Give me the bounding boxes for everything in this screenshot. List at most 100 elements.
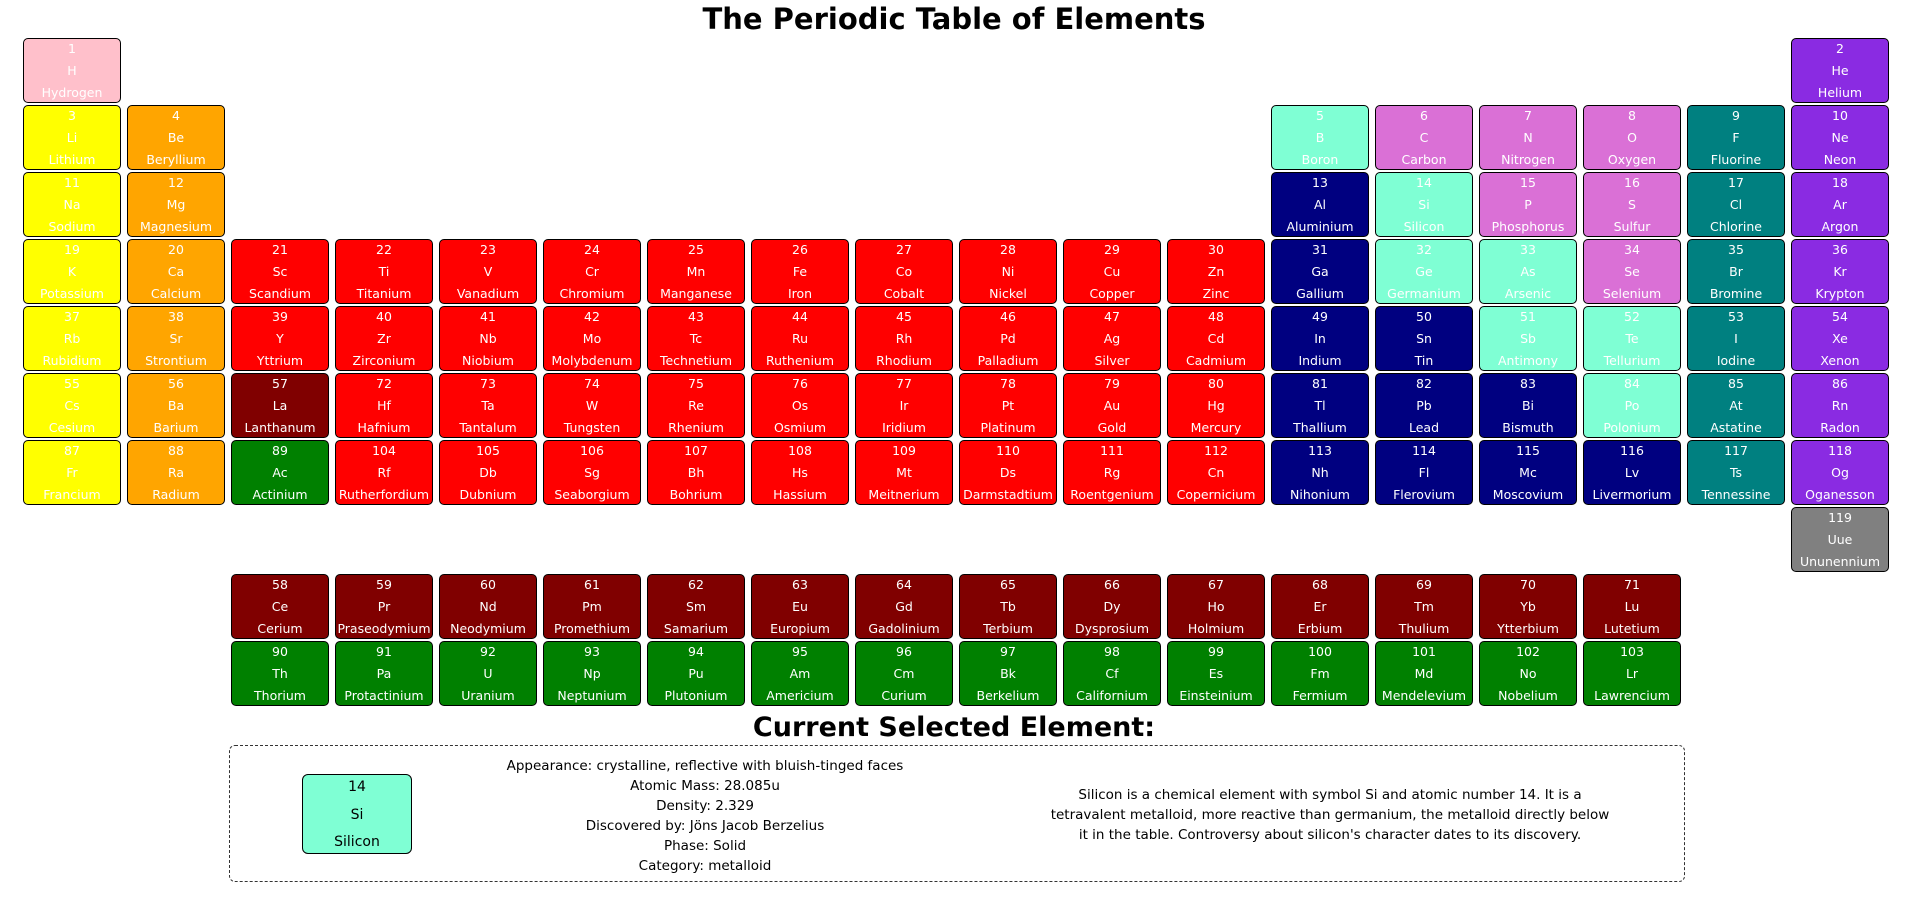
element-tile-tungsten[interactable]: 74 W Tungsten: [543, 373, 641, 438]
element-tile-gold[interactable]: 79 Au Gold: [1063, 373, 1161, 438]
element-tile-mercury[interactable]: 80 Hg Mercury: [1167, 373, 1265, 438]
element-tile-carbon[interactable]: 6 C Carbon: [1375, 105, 1473, 170]
element-tile-iodine[interactable]: 53 I Iodine: [1687, 306, 1785, 371]
element-tile-bohrium[interactable]: 107 Bh Bohrium: [647, 440, 745, 505]
element-tile-darmstadtium[interactable]: 110 Ds Darmstadtium: [959, 440, 1057, 505]
element-tile-helium[interactable]: 2 He Helium: [1791, 38, 1889, 103]
element-tile-dysprosium[interactable]: 66 Dy Dysprosium: [1063, 574, 1161, 639]
element-tile-ununennium[interactable]: 119 Uue Ununennium: [1791, 507, 1889, 572]
element-tile-uranium[interactable]: 92 U Uranium: [439, 641, 537, 706]
element-tile-iron[interactable]: 26 Fe Iron: [751, 239, 849, 304]
element-tile-nobelium[interactable]: 102 No Nobelium: [1479, 641, 1577, 706]
element-tile-neptunium[interactable]: 93 Np Neptunium: [543, 641, 641, 706]
element-tile-silicon[interactable]: 14 Si Silicon: [1375, 172, 1473, 237]
element-tile-sodium[interactable]: 11 Na Sodium: [23, 172, 121, 237]
element-tile-palladium[interactable]: 46 Pd Palladium: [959, 306, 1057, 371]
element-tile-titanium[interactable]: 22 Ti Titanium: [335, 239, 433, 304]
element-tile-rhodium[interactable]: 45 Rh Rhodium: [855, 306, 953, 371]
element-tile-thulium[interactable]: 69 Tm Thulium: [1375, 574, 1473, 639]
element-tile-americium[interactable]: 95 Am Americium: [751, 641, 849, 706]
element-tile-berkelium[interactable]: 97 Bk Berkelium: [959, 641, 1057, 706]
element-tile-actinium[interactable]: 89 Ac Actinium: [231, 440, 329, 505]
element-tile-hassium[interactable]: 108 Hs Hassium: [751, 440, 849, 505]
element-tile-plutonium[interactable]: 94 Pu Plutonium: [647, 641, 745, 706]
element-tile-francium[interactable]: 87 Fr Francium: [23, 440, 121, 505]
element-tile-europium[interactable]: 63 Eu Europium: [751, 574, 849, 639]
element-tile-astatine[interactable]: 85 At Astatine: [1687, 373, 1785, 438]
element-tile-thallium[interactable]: 81 Tl Thallium: [1271, 373, 1369, 438]
element-tile-tennessine[interactable]: 117 Ts Tennessine: [1687, 440, 1785, 505]
element-tile-radium[interactable]: 88 Ra Radium: [127, 440, 225, 505]
element-tile-ruthenium[interactable]: 44 Ru Ruthenium: [751, 306, 849, 371]
element-tile-cobalt[interactable]: 27 Co Cobalt: [855, 239, 953, 304]
element-tile-nickel[interactable]: 28 Ni Nickel: [959, 239, 1057, 304]
element-tile-selenium[interactable]: 34 Se Selenium: [1583, 239, 1681, 304]
element-tile-erbium[interactable]: 68 Er Erbium: [1271, 574, 1369, 639]
element-tile-terbium[interactable]: 65 Tb Terbium: [959, 574, 1057, 639]
element-tile-rutherfordium[interactable]: 104 Rf Rutherfordium: [335, 440, 433, 505]
element-tile-copernicium[interactable]: 112 Cn Copernicium: [1167, 440, 1265, 505]
element-tile-samarium[interactable]: 62 Sm Samarium: [647, 574, 745, 639]
element-tile-niobium[interactable]: 41 Nb Niobium: [439, 306, 537, 371]
element-tile-tin[interactable]: 50 Sn Tin: [1375, 306, 1473, 371]
element-tile-sulfur[interactable]: 16 S Sulfur: [1583, 172, 1681, 237]
element-tile-potassium[interactable]: 19 K Potassium: [23, 239, 121, 304]
element-tile-iridium[interactable]: 77 Ir Iridium: [855, 373, 953, 438]
element-tile-lawrencium[interactable]: 103 Lr Lawrencium: [1583, 641, 1681, 706]
element-tile-cerium[interactable]: 58 Ce Cerium: [231, 574, 329, 639]
element-tile-fermium[interactable]: 100 Fm Fermium: [1271, 641, 1369, 706]
element-tile-aluminium[interactable]: 13 Al Aluminium: [1271, 172, 1369, 237]
element-tile-vanadium[interactable]: 23 V Vanadium: [439, 239, 537, 304]
element-tile-gadolinium[interactable]: 64 Gd Gadolinium: [855, 574, 953, 639]
element-tile-cadmium[interactable]: 48 Cd Cadmium: [1167, 306, 1265, 371]
element-tile-yttrium[interactable]: 39 Y Yttrium: [231, 306, 329, 371]
element-tile-barium[interactable]: 56 Ba Barium: [127, 373, 225, 438]
element-tile-protactinium[interactable]: 91 Pa Protactinium: [335, 641, 433, 706]
element-tile-zinc[interactable]: 30 Zn Zinc: [1167, 239, 1265, 304]
element-tile-nitrogen[interactable]: 7 N Nitrogen: [1479, 105, 1577, 170]
element-tile-mendelevium[interactable]: 101 Md Mendelevium: [1375, 641, 1473, 706]
element-tile-copper[interactable]: 29 Cu Copper: [1063, 239, 1161, 304]
element-tile-strontium[interactable]: 38 Sr Strontium: [127, 306, 225, 371]
element-tile-bismuth[interactable]: 83 Bi Bismuth: [1479, 373, 1577, 438]
element-tile-holmium[interactable]: 67 Ho Holmium: [1167, 574, 1265, 639]
element-tile-californium[interactable]: 98 Cf Californium: [1063, 641, 1161, 706]
element-tile-rhenium[interactable]: 75 Re Rhenium: [647, 373, 745, 438]
element-tile-meitnerium[interactable]: 109 Mt Meitnerium: [855, 440, 953, 505]
element-tile-phosphorus[interactable]: 15 P Phosphorus: [1479, 172, 1577, 237]
element-tile-tellurium[interactable]: 52 Te Tellurium: [1583, 306, 1681, 371]
element-tile-flerovium[interactable]: 114 Fl Flerovium: [1375, 440, 1473, 505]
element-tile-ytterbium[interactable]: 70 Yb Ytterbium: [1479, 574, 1577, 639]
element-tile-praseodymium[interactable]: 59 Pr Praseodymium: [335, 574, 433, 639]
element-tile-promethium[interactable]: 61 Pm Promethium: [543, 574, 641, 639]
element-tile-lithium[interactable]: 3 Li Lithium: [23, 105, 121, 170]
element-tile-boron[interactable]: 5 B Boron: [1271, 105, 1369, 170]
element-tile-tantalum[interactable]: 73 Ta Tantalum: [439, 373, 537, 438]
element-tile-rubidium[interactable]: 37 Rb Rubidium: [23, 306, 121, 371]
element-tile-silver[interactable]: 47 Ag Silver: [1063, 306, 1161, 371]
element-tile-scandium[interactable]: 21 Sc Scandium: [231, 239, 329, 304]
element-tile-technetium[interactable]: 43 Tc Technetium: [647, 306, 745, 371]
element-tile-neon[interactable]: 10 Ne Neon: [1791, 105, 1889, 170]
element-tile-lanthanum[interactable]: 57 La Lanthanum: [231, 373, 329, 438]
element-tile-lead[interactable]: 82 Pb Lead: [1375, 373, 1473, 438]
element-tile-gallium[interactable]: 31 Ga Gallium: [1271, 239, 1369, 304]
element-tile-seaborgium[interactable]: 106 Sg Seaborgium: [543, 440, 641, 505]
element-tile-cesium[interactable]: 55 Cs Cesium: [23, 373, 121, 438]
element-tile-hydrogen[interactable]: 1 H Hydrogen: [23, 38, 121, 103]
element-tile-antimony[interactable]: 51 Sb Antimony: [1479, 306, 1577, 371]
element-tile-beryllium[interactable]: 4 Be Beryllium: [127, 105, 225, 170]
element-tile-krypton[interactable]: 36 Kr Krypton: [1791, 239, 1889, 304]
element-tile-manganese[interactable]: 25 Mn Manganese: [647, 239, 745, 304]
element-tile-osmium[interactable]: 76 Os Osmium: [751, 373, 849, 438]
element-tile-oxygen[interactable]: 8 O Oxygen: [1583, 105, 1681, 170]
element-tile-dubnium[interactable]: 105 Db Dubnium: [439, 440, 537, 505]
element-tile-arsenic[interactable]: 33 As Arsenic: [1479, 239, 1577, 304]
element-tile-neodymium[interactable]: 60 Nd Neodymium: [439, 574, 537, 639]
element-tile-argon[interactable]: 18 Ar Argon: [1791, 172, 1889, 237]
element-tile-zirconium[interactable]: 40 Zr Zirconium: [335, 306, 433, 371]
element-tile-lutetium[interactable]: 71 Lu Lutetium: [1583, 574, 1681, 639]
element-tile-oganesson[interactable]: 118 Og Oganesson: [1791, 440, 1889, 505]
element-tile-curium[interactable]: 96 Cm Curium: [855, 641, 953, 706]
element-tile-calcium[interactable]: 20 Ca Calcium: [127, 239, 225, 304]
